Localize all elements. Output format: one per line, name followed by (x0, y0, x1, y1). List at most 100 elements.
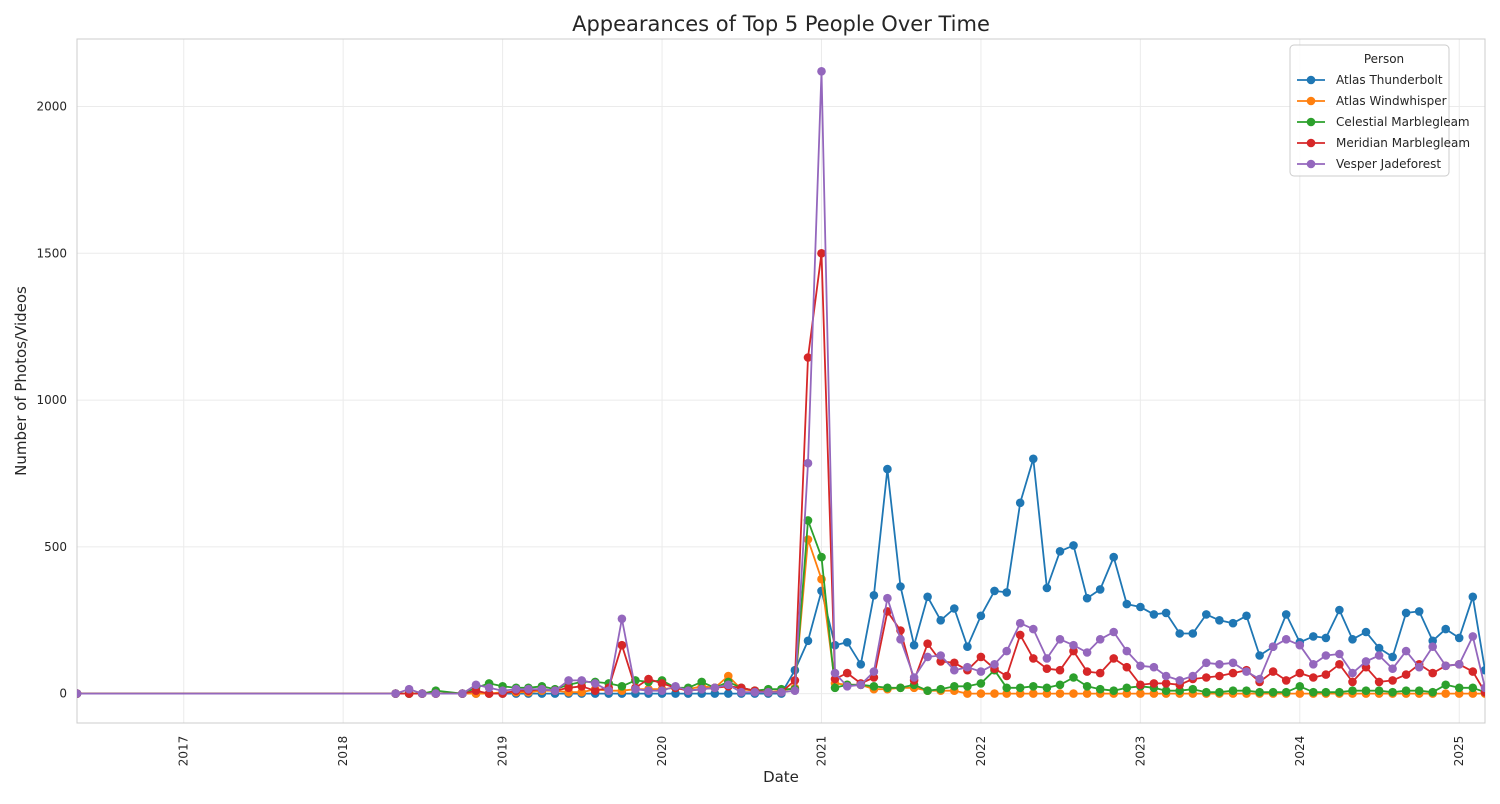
data-point (1215, 671, 1224, 681)
data-point (869, 591, 879, 600)
data-point (1015, 683, 1025, 693)
data-point (697, 684, 706, 694)
data-point (1414, 662, 1424, 672)
data-point (1401, 670, 1411, 679)
data-point (683, 686, 693, 695)
data-point (1441, 624, 1450, 634)
data-point (1388, 676, 1397, 685)
data-point (1361, 627, 1371, 637)
data-point (1015, 630, 1025, 640)
data-point (1401, 646, 1411, 656)
data-point (1242, 686, 1251, 695)
y-tick-label: 0 (59, 687, 67, 701)
data-point (417, 689, 427, 698)
data-point (803, 636, 813, 646)
legend-entry: Vesper Jadeforest (1297, 157, 1441, 171)
data-point (923, 592, 932, 602)
data-point (564, 676, 573, 685)
data-point (1069, 689, 1078, 698)
data-point (936, 616, 945, 625)
data-point (431, 689, 441, 698)
y-tick-label: 500 (44, 540, 67, 554)
data-point (724, 671, 733, 681)
legend-entry: Atlas Thunderbolt (1297, 73, 1443, 87)
legend-label: Atlas Thunderbolt (1336, 73, 1443, 87)
legend-marker (1306, 138, 1316, 148)
data-point (577, 682, 586, 691)
data-point (1348, 668, 1357, 678)
data-point (976, 689, 986, 698)
data-point (1374, 643, 1384, 653)
data-point (1069, 646, 1078, 656)
data-point (1281, 676, 1291, 685)
data-point (697, 677, 706, 687)
legend-label: Meridian Marblegleam (1336, 136, 1470, 150)
data-point (1309, 632, 1318, 641)
data-point (671, 682, 680, 691)
data-point (817, 249, 826, 258)
data-point (1095, 684, 1105, 694)
data-point (1428, 687, 1437, 697)
data-point (923, 639, 932, 648)
legend-label: Atlas Windwhisper (1336, 94, 1447, 108)
data-point (484, 683, 494, 693)
data-point (1136, 661, 1145, 671)
data-point (1335, 660, 1344, 669)
data-point (1161, 679, 1171, 688)
data-point (1109, 552, 1118, 562)
data-point (1175, 629, 1184, 638)
legend-entry: Atlas Windwhisper (1297, 94, 1447, 108)
data-point (803, 353, 813, 362)
data-point (564, 683, 573, 693)
data-point (1228, 658, 1238, 668)
y-axis: 0 500 1000 1500 2000 (36, 100, 67, 701)
data-point (1255, 674, 1264, 684)
data-point (1281, 610, 1291, 619)
data-point (817, 67, 826, 76)
data-point (1295, 668, 1305, 678)
series-layer (77, 67, 1485, 698)
data-point (1029, 682, 1038, 691)
data-point (537, 684, 547, 694)
data-point (590, 679, 600, 688)
data-point (1295, 682, 1305, 691)
data-point (909, 640, 919, 650)
x-tick-label: 2023 (1133, 736, 1147, 767)
data-point (631, 684, 640, 694)
legend-entry: Meridian Marblegleam (1297, 136, 1470, 150)
x-tick-label: 2021 (814, 736, 828, 767)
data-point (1428, 668, 1437, 678)
chart-title: Appearances of Top 5 People Over Time (572, 12, 990, 36)
data-point (830, 668, 840, 678)
data-point (963, 689, 972, 698)
data-point (1055, 680, 1065, 690)
data-point (896, 582, 905, 591)
series-celestial-marblegleam (77, 516, 1485, 698)
data-point (1335, 687, 1344, 697)
data-point (577, 687, 586, 697)
legend-entry: Celestial Marblegleam (1297, 115, 1470, 129)
data-point (1161, 686, 1171, 695)
y-tick-label: 1500 (36, 246, 67, 260)
data-point (1321, 687, 1331, 697)
data-point (1122, 662, 1132, 672)
data-point (1388, 664, 1397, 673)
data-point (923, 686, 932, 695)
data-point (1468, 632, 1478, 641)
data-point (950, 682, 959, 691)
data-point (657, 686, 667, 695)
data-point (1454, 633, 1464, 643)
data-point (1414, 607, 1424, 616)
data-point (1480, 683, 1485, 693)
data-point (1335, 605, 1344, 615)
data-point (577, 676, 586, 685)
data-point (1122, 599, 1132, 609)
data-point (856, 680, 866, 690)
data-point (1069, 673, 1078, 682)
data-point (1149, 679, 1159, 688)
data-point (1175, 686, 1184, 695)
data-point (1309, 687, 1318, 697)
data-point (1268, 642, 1278, 651)
data-point (604, 686, 613, 695)
